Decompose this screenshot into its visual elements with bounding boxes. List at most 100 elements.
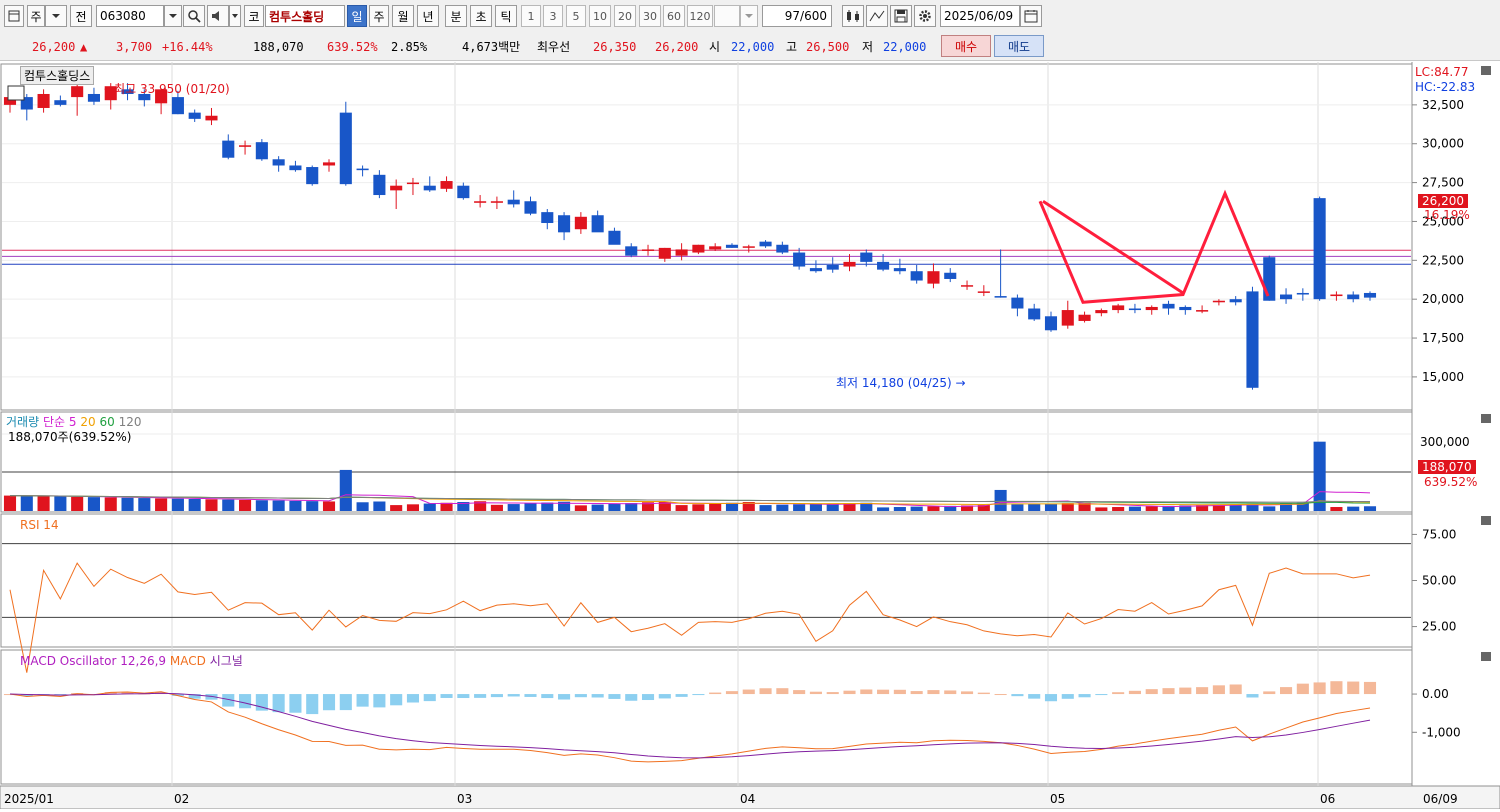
macd-oscillator-bar	[406, 694, 420, 703]
period-minute-tab[interactable]: 분	[445, 5, 467, 27]
period-day-tab[interactable]: 일	[347, 5, 367, 27]
interval-dropdown-button[interactable]	[740, 5, 758, 27]
stock-chart[interactable]: 2025/01 02 03 04 05 06 06/09 32,500 30,000 27,500…	[0, 62, 1500, 810]
interval-custom-input[interactable]	[714, 5, 740, 27]
candle-body	[406, 182, 420, 185]
candle-body	[776, 244, 789, 253]
macd-osc-label: MACD Oscillator 12,26,9	[20, 654, 167, 668]
macd-oscillator-bar	[1128, 690, 1141, 695]
volume-bar	[826, 503, 839, 511]
volume-bar	[322, 501, 336, 511]
code-dropdown-button[interactable]	[164, 5, 182, 27]
candle-body	[138, 93, 151, 101]
buy-button[interactable]: 매수	[941, 35, 991, 57]
save-button[interactable]	[890, 5, 912, 27]
prev-button[interactable]: 전	[70, 5, 92, 27]
volume-bar	[272, 500, 285, 511]
candle-body	[205, 115, 218, 121]
volume-bar	[1196, 505, 1209, 511]
volume-bar	[1061, 503, 1074, 511]
sell-button[interactable]: 매도	[994, 35, 1044, 57]
bar-count-field[interactable]: 97/600	[762, 5, 832, 27]
volume-bar	[356, 502, 369, 511]
macd-oscillator-bar	[171, 694, 184, 696]
interval-60[interactable]: 60	[663, 5, 685, 27]
volume-bar	[558, 501, 571, 511]
macd-oscillator-bar	[809, 691, 822, 695]
macd-oscillator-bar	[893, 689, 906, 695]
quote-bar	[0, 33, 1500, 61]
settings-button[interactable]	[914, 5, 936, 27]
search-button[interactable]	[183, 5, 205, 27]
candle-body	[1296, 292, 1309, 295]
candle-body	[692, 244, 705, 253]
market-code-button[interactable]: 코	[244, 5, 264, 27]
volume-bar	[54, 496, 67, 511]
date-input[interactable]: 2025/06/09	[940, 5, 1020, 27]
volume-bar	[625, 503, 638, 511]
open-price: 22,000	[731, 40, 775, 54]
stock-code-input[interactable]: 063080	[96, 5, 164, 27]
volume-bar	[306, 501, 319, 511]
macd-oscillator-bar	[608, 694, 621, 699]
price-change-pct: +16.44%	[162, 40, 213, 54]
trade-amount: 4,673백만	[462, 40, 521, 54]
interval-10[interactable]: 10	[589, 5, 611, 27]
candle-body	[37, 93, 50, 108]
macd-oscillator-bar	[944, 690, 957, 695]
macd-axis-label: 0.00	[1422, 687, 1449, 701]
macd-pane-frame	[0, 649, 1413, 785]
chart-area[interactable]: 2025/01 02 03 04 05 06 06/09 32,500 30,000 27,500…	[0, 62, 1500, 810]
market-dropdown-button[interactable]	[45, 5, 67, 27]
up-arrow-icon: ▲	[80, 40, 88, 54]
chevron-down-icon	[745, 14, 753, 18]
candle-body	[1330, 294, 1343, 297]
sound-button[interactable]	[207, 5, 229, 27]
interval-5[interactable]: 5	[566, 5, 586, 27]
period-month-tab[interactable]: 월	[392, 5, 414, 27]
interval-120[interactable]: 120	[687, 5, 713, 27]
period-second-tab[interactable]: 초	[470, 5, 492, 27]
volume-bar	[608, 503, 621, 511]
candle-body	[272, 159, 285, 166]
macd-oscillator-bar	[1263, 691, 1276, 695]
candle-type-button[interactable]	[842, 5, 864, 27]
interval-3[interactable]: 3	[543, 5, 563, 27]
volume-value: 188,070	[253, 40, 304, 54]
candle-body	[1078, 314, 1091, 321]
candle-body	[1363, 292, 1377, 298]
layout-icon[interactable]	[4, 5, 24, 27]
sound-dropdown-button[interactable]	[229, 5, 241, 27]
ma60-label: 60	[99, 415, 115, 429]
interval-30[interactable]: 30	[639, 5, 661, 27]
x-axis-label: 02	[174, 792, 189, 806]
interval-1[interactable]: 1	[521, 5, 541, 27]
volume-bar	[574, 505, 587, 511]
gear-icon	[919, 10, 931, 22]
trendline-button[interactable]	[866, 5, 888, 27]
rsi-axis-label: 25.00	[1422, 620, 1456, 634]
calendar-button[interactable]	[1020, 5, 1042, 27]
macd-oscillator-bar	[1095, 694, 1108, 696]
macd-oscillator-bar	[339, 694, 352, 711]
interval-20[interactable]: 20	[614, 5, 636, 27]
period-week-tab[interactable]: 주	[369, 5, 389, 27]
candle-body	[1246, 291, 1259, 388]
current-pct-tag: 16.19%	[1424, 208, 1470, 222]
market-select[interactable]: 주	[27, 5, 45, 27]
macd-pane-close-icon	[1481, 652, 1491, 661]
candle-body	[356, 168, 369, 171]
ma-label: 단순	[42, 415, 66, 429]
period-year-tab[interactable]: 년	[417, 5, 439, 27]
candle-body	[440, 181, 453, 189]
macd-oscillator-bar	[625, 694, 638, 701]
toolbar: 주 전 063080 코 컴투스홀딩 일 주 월 년 분 초 틱 1 3 5 1…	[0, 0, 1500, 34]
candle-body	[1212, 300, 1225, 303]
rsi-pane-frame	[0, 513, 1413, 648]
volume-bar	[1347, 506, 1360, 511]
open-label: 시	[709, 40, 721, 54]
period-tick-tab[interactable]: 틱	[495, 5, 517, 27]
stock-name-field[interactable]: 컴투스홀딩	[265, 5, 345, 27]
candle-body	[457, 185, 470, 199]
macd-label: MACD	[169, 654, 206, 668]
